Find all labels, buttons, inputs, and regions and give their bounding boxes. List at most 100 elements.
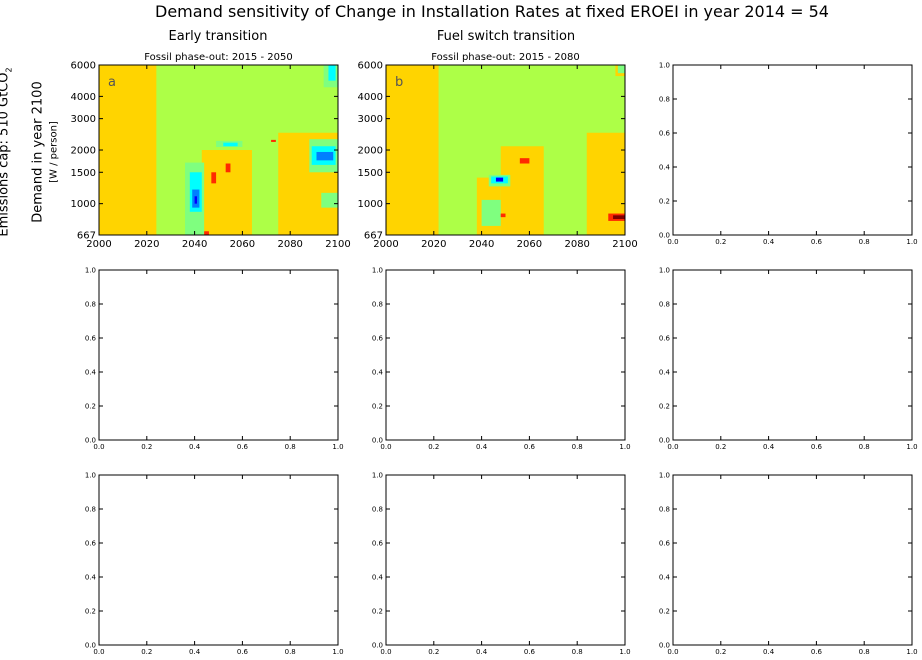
y-tick-label: 0.0 bbox=[659, 231, 670, 239]
panel-subtitle: Fossil phase-out: 2015 - 2080 bbox=[431, 52, 579, 63]
y-tick-label: 0.4 bbox=[659, 368, 671, 376]
y-tick-label: 0.2 bbox=[85, 402, 96, 410]
y-tick-label: 0.8 bbox=[659, 95, 670, 103]
heatmap-region-5 bbox=[194, 196, 197, 204]
x-tick-label: 0.8 bbox=[285, 443, 296, 451]
y-tick-label: 0.0 bbox=[85, 436, 96, 444]
y-tick-label: 0.0 bbox=[85, 641, 96, 649]
heatmap-fill bbox=[99, 65, 338, 235]
x-tick-label: 1.0 bbox=[906, 238, 917, 246]
panel-frame bbox=[385, 474, 626, 646]
y-tick-label: 0.2 bbox=[372, 607, 383, 615]
panel-letter: a bbox=[108, 75, 116, 90]
y-tick-label: 4000 bbox=[358, 92, 383, 103]
x-tick-label: 0.6 bbox=[811, 238, 823, 246]
heatmap-region-14 bbox=[328, 65, 336, 81]
x-tick-label: 0.6 bbox=[237, 648, 249, 656]
x-tick-label: 0.8 bbox=[572, 443, 583, 451]
panel-2: b Fossil phase-out: 2015 - 2080 2000 2020 20… bbox=[358, 52, 638, 250]
y-tick-label: 1.0 bbox=[659, 266, 670, 274]
heatmap-region-1 bbox=[201, 150, 252, 235]
panel-6: 0.0 0.2 0.4 0.6 0.8 1.0 0.0 0.2 0.4 0.6 0.8 1.0 bbox=[659, 266, 918, 451]
y-tick-label: 0.4 bbox=[659, 163, 671, 171]
heatmap-region-15 bbox=[204, 231, 209, 235]
y-tick-label: 0.0 bbox=[659, 641, 670, 649]
x-tick-label: 0.2 bbox=[428, 648, 439, 656]
heatmap-region-0 bbox=[386, 65, 439, 235]
figure-title: Demand sensitivity of Change in Installa… bbox=[155, 2, 829, 21]
heatmap-region-6 bbox=[495, 177, 504, 182]
y-tick-label: 0.4 bbox=[85, 573, 97, 581]
y-tick-label: 1.0 bbox=[85, 471, 96, 479]
x-tick-label: 0.4 bbox=[189, 443, 201, 451]
y-tick-label: 0.2 bbox=[85, 607, 96, 615]
heatmap-region-16 bbox=[225, 163, 231, 173]
x-tick-label: 0.0 bbox=[667, 238, 678, 246]
x-tick-label: 0.8 bbox=[859, 238, 870, 246]
x-tick-label: 0.6 bbox=[237, 443, 249, 451]
y-tick-label: 0.8 bbox=[372, 300, 383, 308]
x-tick-label: 2100 bbox=[612, 239, 637, 250]
heatmap-region-0 bbox=[99, 65, 157, 235]
y-tick-label: 1.0 bbox=[372, 471, 383, 479]
x-tick-label: 1.0 bbox=[332, 648, 343, 656]
y-tick-label: 0.0 bbox=[659, 436, 670, 444]
panel-8: 0.0 0.2 0.4 0.6 0.8 1.0 0.0 0.2 0.4 0.6 0.8 1.0 bbox=[372, 471, 631, 656]
y-tick-label: 6000 bbox=[358, 61, 383, 72]
x-tick-label: 2020 bbox=[134, 239, 159, 250]
x-tick-label: 0.4 bbox=[763, 648, 775, 656]
x-tick-label: 1.0 bbox=[906, 648, 917, 656]
heatmap-region-13 bbox=[500, 213, 506, 218]
y-tick-label: 3000 bbox=[358, 114, 383, 125]
y-tick-label: 0.6 bbox=[659, 539, 671, 547]
y-tick-label: 4000 bbox=[71, 92, 96, 103]
x-tick-label: 0.2 bbox=[715, 238, 726, 246]
x-tick-label: 0.0 bbox=[667, 648, 678, 656]
y-tick-label: 6000 bbox=[71, 61, 96, 72]
y-tick-label: 0.8 bbox=[659, 505, 670, 513]
panel-frame bbox=[385, 269, 626, 441]
y-tick-label: 667 bbox=[77, 231, 96, 242]
y-tick-label: 0.2 bbox=[659, 197, 670, 205]
panel-subtitle: Fossil phase-out: 2015 - 2050 bbox=[144, 52, 292, 63]
x-tick-label: 0.2 bbox=[715, 443, 726, 451]
panel-7: 0.0 0.2 0.4 0.6 0.8 1.0 0.0 0.2 0.4 0.6 0.8 1.0 bbox=[85, 471, 344, 656]
x-tick-label: 0.8 bbox=[859, 648, 870, 656]
y-tick-label: 1.0 bbox=[85, 266, 96, 274]
y-tick-label: 0.2 bbox=[659, 607, 670, 615]
panel-frame bbox=[98, 269, 339, 441]
heatmap-region-9 bbox=[617, 65, 625, 74]
heatmap-fill bbox=[386, 65, 625, 235]
y-tick-label: 0.6 bbox=[659, 334, 671, 342]
x-tick-label: 0.2 bbox=[141, 648, 152, 656]
panel-frame bbox=[672, 64, 913, 236]
x-tick-label: 1.0 bbox=[906, 443, 917, 451]
y-tick-label: 0.8 bbox=[659, 300, 670, 308]
y-tick-label: 0.4 bbox=[85, 368, 97, 376]
y-tick-label: 0.0 bbox=[372, 436, 383, 444]
panel-letter: b bbox=[395, 75, 403, 90]
x-tick-label: 0.0 bbox=[93, 443, 104, 451]
heatmap-region-17 bbox=[211, 172, 217, 184]
x-tick-label: 2040 bbox=[469, 239, 494, 250]
x-tick-label: 2080 bbox=[277, 239, 302, 250]
x-tick-label: 1.0 bbox=[332, 443, 343, 451]
y-tick-label: 2000 bbox=[358, 146, 383, 157]
panel-1: a Fossil phase-out: 2015 - 2050 2000 2020 20… bbox=[71, 52, 351, 250]
panel-4: 0.0 0.2 0.4 0.6 0.8 1.0 0.0 0.2 0.4 0.6 0.8 1.0 bbox=[85, 266, 344, 451]
y-tick-label: 1500 bbox=[71, 168, 96, 179]
y-tick-label: 0.4 bbox=[659, 573, 671, 581]
x-tick-label: 0.2 bbox=[428, 443, 439, 451]
x-tick-label: 0.0 bbox=[380, 443, 391, 451]
column-title-fuel-switch: Fuel switch transition bbox=[436, 29, 576, 44]
panel-9: 0.0 0.2 0.4 0.6 0.8 1.0 0.0 0.2 0.4 0.6 0.8 1.0 bbox=[659, 471, 918, 656]
x-tick-label: 2000 bbox=[373, 239, 398, 250]
x-tick-label: 0.6 bbox=[524, 648, 536, 656]
x-tick-label: 0.8 bbox=[859, 443, 870, 451]
x-tick-label: 0.4 bbox=[763, 238, 775, 246]
x-tick-label: 0.6 bbox=[811, 648, 823, 656]
y-tick-label: 0.4 bbox=[372, 368, 384, 376]
y-tick-label: 0.8 bbox=[372, 505, 383, 513]
x-tick-label: 0.4 bbox=[189, 648, 201, 656]
